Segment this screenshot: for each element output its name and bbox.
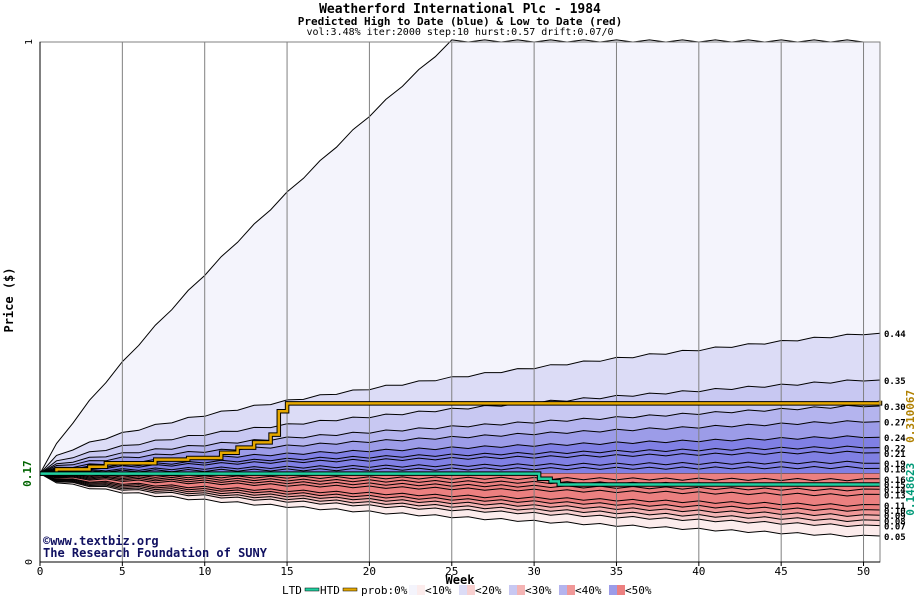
right-value-label: 0.18 bbox=[884, 465, 906, 475]
high-band-edge-1 bbox=[39, 332, 881, 474]
low-band-edge-0 bbox=[39, 473, 881, 538]
x-tick-label: 30 bbox=[527, 565, 540, 578]
watermark-line-1: ©www.textbiz.org bbox=[43, 534, 159, 548]
legend-swatch-htd bbox=[342, 587, 358, 592]
legend-label-htd: HTD bbox=[320, 584, 340, 597]
chart-subtitle: Predicted High to Date (blue) & Low to D… bbox=[297, 15, 623, 28]
series-line-htd bbox=[40, 400, 882, 475]
ltd-final-label: 0.148623 bbox=[904, 463, 917, 516]
legend-swatch-low-1 bbox=[467, 585, 475, 595]
low-band-edge-2 bbox=[39, 473, 881, 523]
right-value-label: 0.44 bbox=[884, 330, 906, 340]
right-value-label: 0.08 bbox=[884, 517, 906, 527]
legend-label-band-1: <20% bbox=[475, 584, 502, 597]
right-value-label: 0.16 bbox=[884, 476, 906, 486]
legend-label-prob: prob:0% bbox=[361, 584, 408, 597]
high-band-line-1 bbox=[39, 450, 881, 475]
y-tick-label: 0 bbox=[24, 559, 35, 565]
right-value-label: 0.10 bbox=[884, 507, 906, 517]
low-band-line-4 bbox=[39, 473, 881, 482]
right-value-label: 0.15 bbox=[884, 481, 906, 491]
high-band-edge-0 bbox=[39, 39, 880, 474]
legend-label-band-4: <50% bbox=[625, 584, 652, 597]
high-band-edge-3 bbox=[39, 404, 881, 475]
high-band-line-0 bbox=[39, 445, 881, 475]
right-value-label: 0.11 bbox=[884, 502, 906, 512]
low-band-edge-3 bbox=[39, 473, 881, 517]
legend-label-ltd: LTD bbox=[282, 584, 302, 597]
legend-swatch-high-0 bbox=[409, 585, 417, 595]
watermark-line-2: The Research Foundation of SUNY bbox=[43, 546, 268, 560]
series-line-ltd bbox=[40, 472, 880, 486]
high-band-line-2 bbox=[39, 460, 881, 475]
right-value-label: 0.27 bbox=[884, 419, 906, 429]
right-value-label: 0.14 bbox=[884, 486, 906, 496]
legend-swatch-high-1 bbox=[459, 585, 467, 595]
x-tick-label: 50 bbox=[857, 565, 870, 578]
legend-swatch-low-0 bbox=[417, 585, 425, 595]
chart-params: vol:3.48% iter:2000 step:10 hurst:0.57 d… bbox=[306, 27, 614, 38]
x-tick-label: 25 bbox=[445, 565, 458, 578]
right-value-label: 0.21 bbox=[884, 450, 906, 460]
low-band-edge-4 bbox=[39, 473, 881, 512]
legend-swatch-ltd bbox=[304, 587, 320, 592]
x-axis-title: Week bbox=[446, 573, 476, 587]
legend-swatch-high-3 bbox=[559, 585, 567, 595]
right-value-label: 0.35 bbox=[884, 377, 906, 387]
right-value-label: 0.05 bbox=[884, 533, 906, 543]
x-tick-label: 45 bbox=[775, 565, 788, 578]
right-value-label: 0.30 bbox=[884, 403, 906, 413]
x-tick-label: 15 bbox=[280, 565, 293, 578]
legend-swatch-low-4 bbox=[617, 585, 625, 595]
high-band-edge-2 bbox=[39, 379, 881, 474]
right-value-label: 0.22 bbox=[884, 445, 906, 455]
high-band-line-3 bbox=[39, 465, 881, 475]
x-tick-label: 40 bbox=[692, 565, 705, 578]
x-tick-label: 35 bbox=[610, 565, 623, 578]
htd-final-label: 0.310067 bbox=[904, 390, 917, 443]
y-tick-label: 1 bbox=[24, 39, 35, 45]
y-axis-title: Price ($) bbox=[2, 267, 16, 332]
legend-label-band-3: <40% bbox=[575, 584, 602, 597]
low-band-line-1 bbox=[39, 473, 881, 497]
chart-title: Weatherford International Plc - 1984 bbox=[319, 2, 601, 17]
low-band-line-2 bbox=[39, 473, 881, 492]
legend-swatch-low-3 bbox=[567, 585, 575, 595]
legend-swatch-high-4 bbox=[609, 585, 617, 595]
legend-swatch-low-2 bbox=[517, 585, 525, 595]
legend-label-band-0: <10% bbox=[425, 584, 452, 597]
right-value-label: 0.24 bbox=[884, 434, 906, 444]
right-value-label: 0.07 bbox=[884, 523, 906, 533]
right-value-label: 0.19 bbox=[884, 460, 906, 470]
x-tick-label: 10 bbox=[198, 565, 211, 578]
legend-label-band-2: <30% bbox=[525, 584, 552, 597]
x-tick-label: 20 bbox=[363, 565, 376, 578]
right-value-label: 0.13 bbox=[884, 491, 906, 501]
low-band-edge-1 bbox=[39, 473, 881, 528]
right-value-label: 0.09 bbox=[884, 512, 906, 522]
start-price-label: 0.17 bbox=[21, 460, 34, 487]
low-band-line-0 bbox=[39, 473, 881, 507]
high-band-edge-4 bbox=[39, 420, 881, 475]
x-tick-label: 0 bbox=[37, 565, 44, 578]
legend-swatch-high-2 bbox=[509, 585, 517, 595]
x-tick-label: 5 bbox=[119, 565, 126, 578]
